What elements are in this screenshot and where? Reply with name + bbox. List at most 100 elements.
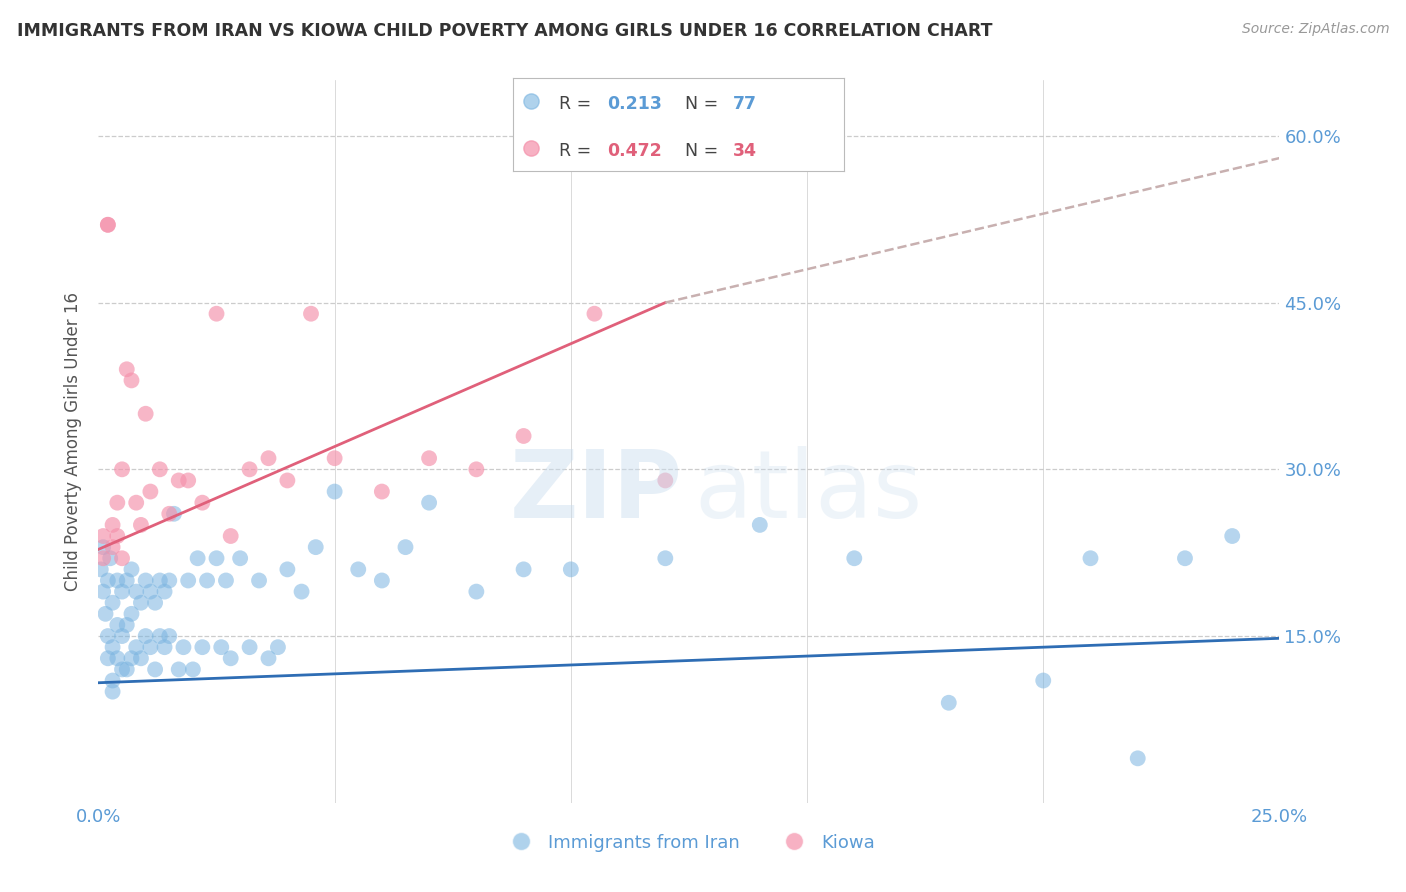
Point [157, 629, 180, 643]
Point [347, 562, 370, 576]
Point [215, 574, 238, 588]
Point [121, 373, 143, 387]
Point [115, 618, 138, 632]
Point [101, 673, 124, 688]
Point [191, 496, 214, 510]
Point [101, 684, 124, 698]
Point [465, 462, 488, 476]
Point [323, 451, 346, 466]
Legend: Immigrants from Iran, Kiowa: Immigrants from Iran, Kiowa [496, 826, 882, 859]
Point [257, 451, 280, 466]
Point [129, 651, 152, 665]
Point [167, 474, 190, 488]
Point [229, 551, 252, 566]
Point [276, 474, 298, 488]
Point [267, 640, 290, 655]
Point [111, 462, 134, 476]
Point [125, 584, 148, 599]
Point [111, 551, 134, 566]
Point [418, 451, 440, 466]
Point [239, 462, 262, 476]
Point [90, 562, 112, 576]
Point [97, 218, 120, 232]
Text: Source: ZipAtlas.com: Source: ZipAtlas.com [1241, 22, 1389, 37]
Point [219, 651, 242, 665]
Point [465, 584, 488, 599]
Point [938, 696, 960, 710]
Point [583, 307, 606, 321]
Text: 77: 77 [733, 95, 756, 112]
Point [181, 662, 204, 676]
Point [101, 640, 124, 655]
Point [121, 562, 143, 576]
Point [98, 551, 121, 566]
Point [105, 574, 128, 588]
Text: 34: 34 [733, 142, 756, 160]
Point [139, 640, 162, 655]
Point [257, 651, 280, 665]
Point [1126, 751, 1149, 765]
Point [654, 474, 676, 488]
Point [129, 596, 152, 610]
Point [111, 584, 134, 599]
Point [139, 584, 162, 599]
Point [239, 640, 262, 655]
Point [105, 496, 128, 510]
Text: R =: R = [560, 95, 598, 112]
Point [101, 540, 124, 554]
Point [97, 218, 120, 232]
Point [305, 540, 328, 554]
Point [115, 662, 138, 676]
Point [129, 517, 152, 532]
Point [1174, 551, 1197, 566]
Point [512, 429, 534, 443]
Text: 0.213: 0.213 [607, 95, 662, 112]
Point [299, 307, 322, 321]
Point [172, 640, 194, 655]
Point [101, 517, 124, 532]
Point [111, 662, 134, 676]
Point [167, 662, 190, 676]
Point [115, 574, 138, 588]
Text: N =: N = [685, 142, 724, 160]
Point [121, 607, 143, 621]
Point [105, 618, 128, 632]
Point [157, 507, 180, 521]
Point [1032, 673, 1054, 688]
Point [91, 540, 114, 554]
Point [371, 574, 394, 588]
Point [177, 474, 200, 488]
Point [153, 640, 176, 655]
Point [205, 307, 228, 321]
Point [1080, 551, 1102, 566]
Point [111, 629, 134, 643]
Text: N =: N = [685, 95, 724, 112]
Point [97, 574, 120, 588]
Text: atlas: atlas [695, 446, 924, 538]
Point [115, 362, 138, 376]
Point [105, 529, 128, 543]
Point [139, 484, 162, 499]
Point [149, 462, 172, 476]
Point [101, 596, 124, 610]
Text: IMMIGRANTS FROM IRAN VS KIOWA CHILD POVERTY AMONG GIRLS UNDER 16 CORRELATION CHA: IMMIGRANTS FROM IRAN VS KIOWA CHILD POVE… [17, 22, 993, 40]
Point [125, 640, 148, 655]
Point [276, 562, 298, 576]
Point [94, 607, 117, 621]
Point [135, 407, 157, 421]
Point [219, 529, 242, 543]
Point [91, 551, 114, 566]
Point [205, 551, 228, 566]
Y-axis label: Child Poverty Among Girls Under 16: Child Poverty Among Girls Under 16 [65, 292, 83, 591]
Point [105, 651, 128, 665]
Point [418, 496, 440, 510]
Point [748, 517, 770, 532]
Point [209, 640, 232, 655]
Point [143, 662, 166, 676]
Point [844, 551, 866, 566]
Point [97, 629, 120, 643]
Point [195, 574, 218, 588]
Point [323, 484, 346, 499]
Point [91, 529, 114, 543]
Text: ZIP: ZIP [510, 446, 683, 538]
